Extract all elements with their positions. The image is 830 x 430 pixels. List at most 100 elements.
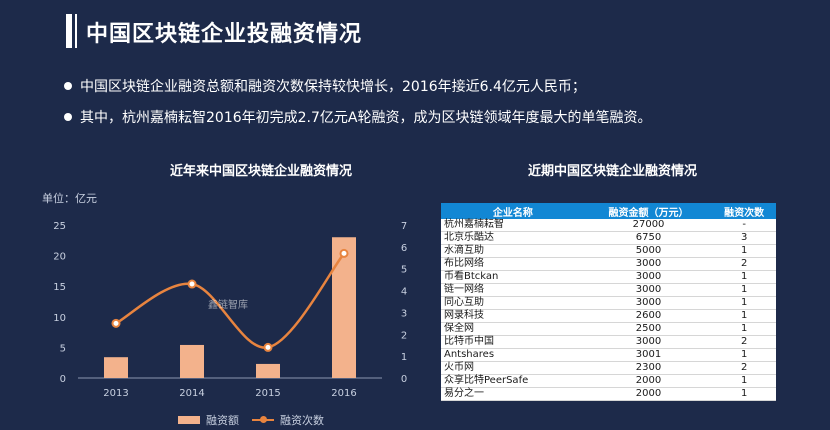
table-body: 杭州嘉楠耘智 27000- 北京乐酷达 6750 3 水滴互助 5000 1 布比网络 3000 2… (441, 219, 776, 401)
y-left-tick-label: 0 (60, 374, 66, 385)
table-cell: 2300 (584, 361, 713, 375)
bullet-2: 其中，杭州嘉楠耘智2016年初完成2.7亿元A轮融资，成为区块链领域年度最大的单… (64, 107, 651, 127)
table-cell: 3000 (584, 296, 713, 310)
table-cell: 2600 (584, 309, 713, 323)
legend-bar: 融资额 (178, 412, 239, 428)
table-cell: 1 (712, 244, 776, 258)
table-cell: 2500 (584, 322, 713, 336)
table-row: 网录科技 2600 1 (441, 309, 776, 323)
y-left-tick-label: 10 (53, 313, 66, 324)
table-cell: 1 (712, 387, 776, 401)
table-cell: 27000 (584, 219, 713, 232)
line-swatch-icon (252, 416, 274, 423)
bullet-dot-icon (64, 82, 72, 90)
table-cell: 3000 (584, 270, 713, 284)
table-cell: 布比网络 (441, 257, 585, 271)
table-cell: 3 (712, 231, 776, 245)
table-cell: 同心互助 (441, 296, 585, 310)
bar-2014 (180, 344, 204, 378)
bullet-1-text: 中国区块链企业融资总额和融资次数保持较快增长，2016年接近6.4亿元人民币； (80, 79, 586, 95)
table-cell: 1 (712, 309, 776, 323)
line-series (115, 252, 345, 349)
table-header-row: 企业名称 融资金额（万元） 融资次数 (441, 203, 776, 219)
bullet-2-text: 其中，杭州嘉楠耘智2016年初完成2.7亿元A轮融资，成为区块链领域年度最大的单… (80, 110, 652, 126)
table-cell: 币看Btckan (441, 270, 585, 284)
y-right-tick-label: 6 (401, 243, 407, 254)
table-row: 火币网 2300 2 (441, 361, 776, 375)
bullet-dot-icon (64, 113, 72, 121)
table-cell: 3000 (584, 335, 713, 349)
line-point-2014 (187, 279, 197, 289)
table-cell: 2 (712, 335, 776, 349)
y-right-tick-label: 7 (401, 221, 407, 232)
y-right-tick-label: 2 (401, 330, 407, 341)
table-cell: Antshares (441, 348, 585, 362)
table-header-cell: 融资次数 (712, 203, 776, 219)
table-row: 链一网络 3000 1 (441, 283, 776, 297)
table-cell: 众享比特PeerSafe (441, 374, 585, 388)
legend-line-label: 融资次数 (280, 414, 324, 427)
chart-unit-label: 单位：亿元 (42, 192, 97, 205)
line-point-2013 (111, 318, 121, 328)
table-row: 易分之一 2000 1 (441, 387, 776, 401)
table-cell: 1 (712, 374, 776, 388)
y-left-tick-label: 15 (53, 282, 66, 293)
legend-line: 融资次数 (252, 412, 324, 428)
table-row: 杭州嘉楠耘智 27000- (441, 219, 776, 232)
y-right-tick-label: 0 (401, 374, 407, 385)
table-row: 币看Btckan 3000 1 (441, 270, 776, 284)
chart-title: 近年来中国区块链企业融资情况 (170, 164, 353, 179)
table-cell: 1 (712, 348, 776, 362)
table-cell: 比特币中国 (441, 335, 585, 349)
table-row: 保全网 2500 1 (441, 322, 776, 336)
table-cell: 1 (712, 270, 776, 284)
table-title: 近期中国区块链企业融资情况 (528, 164, 698, 179)
y-left-tick-label: 20 (53, 252, 66, 263)
title-accent-bar (66, 14, 72, 48)
table-cell: 2000 (584, 387, 713, 401)
watermark: 鑫链智库 (208, 300, 248, 311)
y-left-tick-label: 5 (60, 343, 66, 354)
table-cell: 链一网络 (441, 283, 585, 297)
table-cell: - (712, 219, 776, 232)
table-cell: 网录科技 (441, 309, 585, 323)
y-right-tick-label: 3 (401, 308, 407, 319)
bullet-1: 中国区块链企业融资总额和融资次数保持较快增长，2016年接近6.4亿元人民币； (64, 76, 586, 96)
table-cell: 水滴互助 (441, 244, 585, 258)
bar-2013 (104, 357, 128, 378)
y-left-tick-label: 25 (53, 221, 66, 232)
table-row: 比特币中国 3000 2 (441, 335, 776, 349)
y-right-tick-label: 4 (401, 287, 407, 298)
table-cell: 3000 (584, 257, 713, 271)
x-tick-label: 2013 (103, 388, 128, 399)
x-tick-label: 2015 (255, 388, 280, 399)
table-cell: 保全网 (441, 322, 585, 336)
table-cell: 易分之一 (441, 387, 585, 401)
table-cell: 3001 (584, 348, 713, 362)
table-row: 同心互助 3000 1 (441, 296, 776, 310)
table-row: 北京乐酷达 6750 3 (441, 231, 776, 245)
y-right-tick-label: 1 (401, 352, 407, 363)
y-right-tick-label: 5 (401, 265, 407, 276)
table-cell: 2 (712, 257, 776, 271)
page-title: 中国区块链企业投融资情况 (86, 22, 363, 47)
table-cell: 1 (712, 322, 776, 336)
table-cell: 北京乐酷达 (441, 231, 585, 245)
bar-2015 (256, 363, 280, 378)
table-header-cell: 企业名称 (441, 203, 585, 219)
table-cell: 1 (712, 296, 776, 310)
table-row: Antshares 3001 1 (441, 348, 776, 362)
table-row: 众享比特PeerSafe 2000 1 (441, 374, 776, 388)
legend-bar-label: 融资额 (206, 414, 239, 427)
financing-chart: 0 5 10 15 20 25 0 1 2 3 4 5 6 7 2013 2014 2015 2016 (53, 221, 407, 399)
title-accent-line (75, 14, 77, 48)
table-cell: 杭州嘉楠耘智 (441, 219, 585, 232)
table-cell: 6750 (584, 231, 713, 245)
line-point-2015 (263, 342, 273, 352)
table-row: 布比网络 3000 2 (441, 257, 776, 271)
bar-swatch-icon (178, 416, 200, 424)
x-tick-label: 2014 (179, 388, 204, 399)
table-row: 水滴互助 5000 1 (441, 244, 776, 258)
table-cell: 火币网 (441, 361, 585, 375)
table-cell: 1 (712, 283, 776, 297)
